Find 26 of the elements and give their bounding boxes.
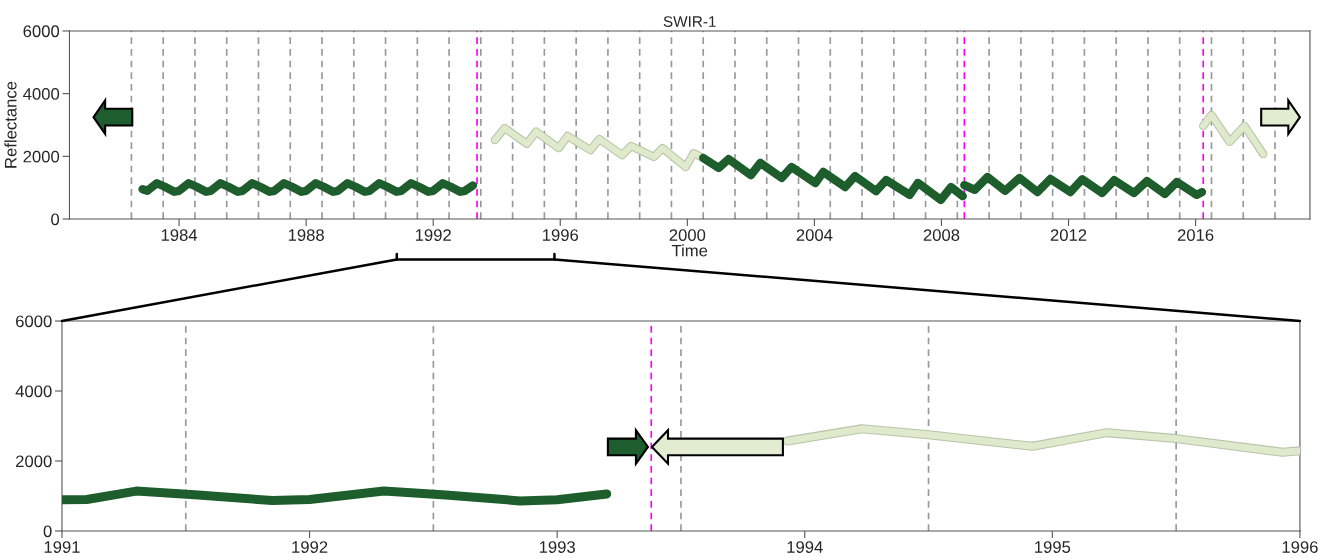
y-tick-label: 6000 (16, 315, 52, 328)
x-tick-label: 2004 (796, 229, 833, 241)
x-tick-label: 1996 (1282, 541, 1318, 553)
x-tick-label: 1992 (292, 541, 328, 553)
y-tick-label: 6000 (23, 25, 60, 38)
y-tick-label: 2000 (23, 150, 60, 163)
x-tick-label: 1995 (1035, 541, 1071, 553)
x-tick-label: 1988 (288, 229, 324, 241)
x-tick-label: 1993 (539, 541, 575, 553)
y-tick-label: 4000 (15, 385, 52, 398)
x-tick-label: 1996 (543, 229, 579, 241)
x-tick-label: 1991 (44, 541, 80, 553)
y-tick-label: 0 (43, 525, 52, 538)
y-tick-label: 2000 (16, 455, 52, 468)
x-tick-label: 2008 (923, 229, 960, 241)
y-tick-label: 0 (51, 213, 60, 226)
y-tick-label: 4000 (23, 88, 60, 100)
x-tick-label: 1984 (161, 229, 198, 241)
x-tick-label: 1994 (787, 541, 823, 553)
x-axis-title: Time (671, 244, 708, 257)
y-axis-title: Reflectance (4, 81, 17, 168)
x-tick-label: 2000 (669, 229, 706, 241)
x-tick-label: 2012 (1050, 229, 1087, 241)
chart-title: SWIR-1 (663, 16, 716, 27)
x-tick-label: 1992 (415, 229, 451, 241)
x-tick-label: 2016 (1177, 229, 1214, 241)
